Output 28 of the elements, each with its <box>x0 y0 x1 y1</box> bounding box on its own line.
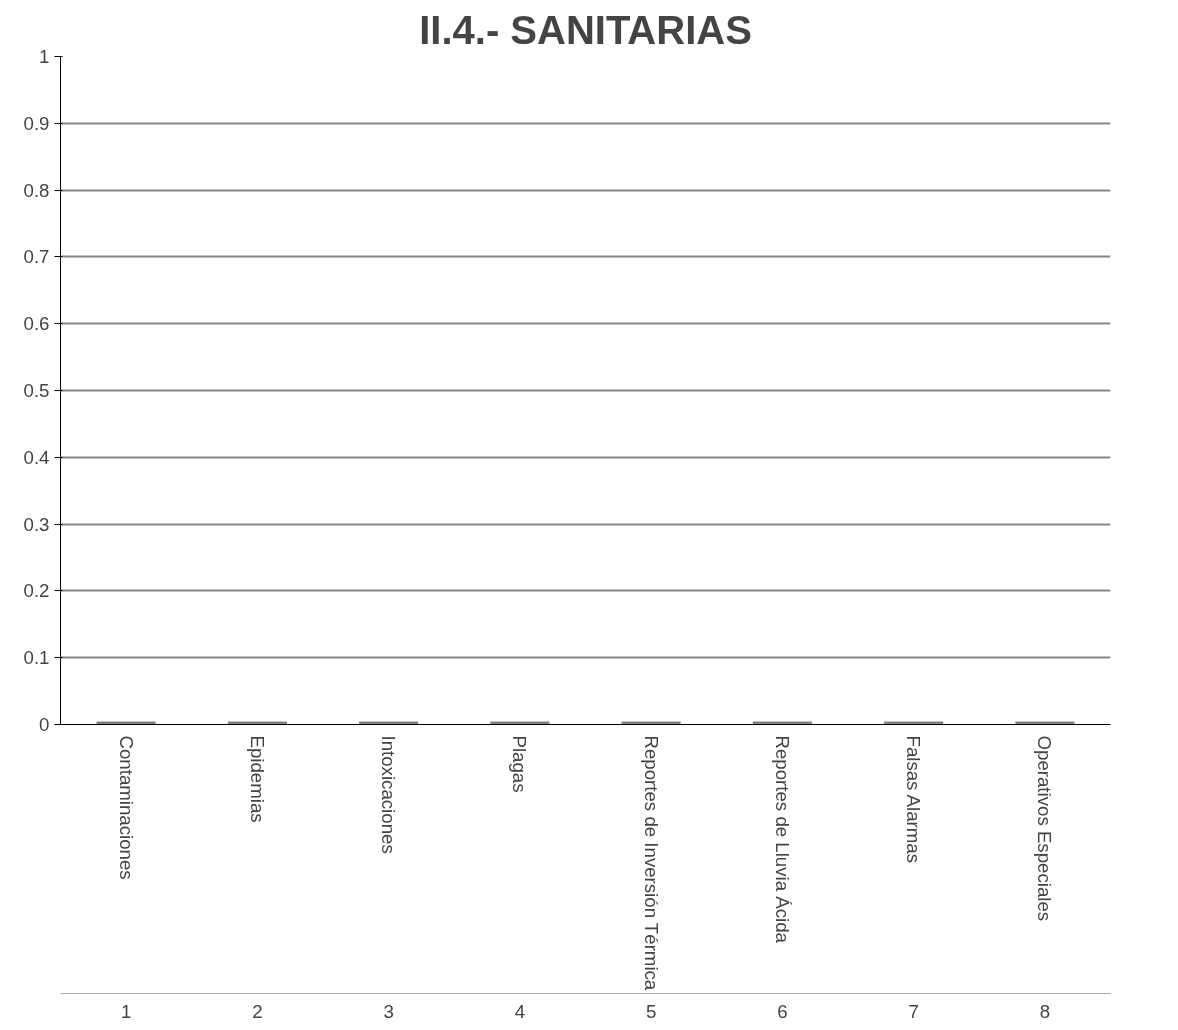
y-tick-label: 0 <box>39 714 50 735</box>
y-tick-label: 0.5 <box>23 380 50 401</box>
text: 6 <box>777 1000 788 1022</box>
y-tick-label: 0.7 <box>23 246 50 268</box>
y-tick-label: 0.4 <box>23 446 50 468</box>
y-tick-label: 1 <box>39 46 50 67</box>
text: 1 <box>120 1000 132 1022</box>
text: 3 <box>383 1000 394 1022</box>
y-tick-label: 0.9 <box>23 112 50 134</box>
x-tick-label: Operativos Especiales <box>1034 735 1056 922</box>
text: 4 <box>514 1000 526 1022</box>
y-tick-label: 0.6 <box>23 313 50 335</box>
y-tick-label: 0.3 <box>23 513 50 535</box>
y-tick-label: 0.1 <box>23 647 50 669</box>
x-tick-label: Contaminaciones <box>115 735 137 880</box>
chart-title: II.4.- SANITARIAS <box>419 7 752 52</box>
x-tick-label: Reportes de Lluvia Ácida <box>771 735 793 944</box>
x-tick-label: Epidemias <box>246 735 268 823</box>
text: 7 <box>908 1000 919 1022</box>
y-tick-label: 0.8 <box>23 179 50 201</box>
x-tick-label: Falsas Alarmas <box>903 735 925 864</box>
text: 2 <box>252 1000 263 1022</box>
x-tick-label: Intoxicaciones <box>378 735 400 854</box>
text: 8 <box>1039 1000 1051 1022</box>
text: 5 <box>645 1000 657 1022</box>
y-tick-label: 0.2 <box>23 580 50 602</box>
x-tick-label: Reportes de Inversión Térmica <box>640 735 662 991</box>
x-tick-label: Plagas <box>509 735 531 793</box>
